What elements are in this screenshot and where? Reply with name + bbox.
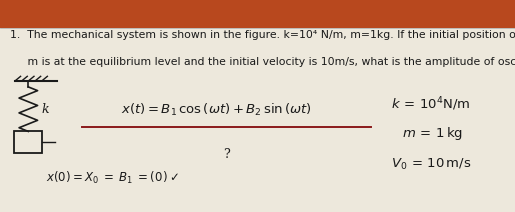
Bar: [0, 0, 515, 28]
Text: $k\,{=}\,10^4\mathrm{N/m}$: $k\,{=}\,10^4\mathrm{N/m}$: [391, 95, 471, 113]
Text: $m\,{=}\,1\,\mathrm{kg}$: $m\,{=}\,1\,\mathrm{kg}$: [402, 125, 462, 142]
Text: k: k: [41, 103, 49, 116]
Text: $V_0\,{=}\,10\,\mathrm{m/s}$: $V_0\,{=}\,10\,\mathrm{m/s}$: [391, 157, 472, 172]
Text: 1.  The mechanical system is shown in the figure. k=10⁴ N/m, m=1kg. If the initi: 1. The mechanical system is shown in the…: [10, 30, 515, 40]
Text: $x(0){=}X_0\;=\;B_1\;{=}(0)\;\checkmark$: $x(0){=}X_0\;=\;B_1\;{=}(0)\;\checkmark$: [46, 170, 180, 186]
Text: m is at the equilibrium level and the initial velocity is 10m/s, what is the amp: m is at the equilibrium level and the in…: [10, 57, 515, 67]
Text: $x(t)= B_1\,\mathrm{cos}\,({\omega}t) + B_2\,\mathrm{sin}\,({\omega}t)$: $x(t)= B_1\,\mathrm{cos}\,({\omega}t) + …: [121, 102, 312, 118]
Text: ?: ?: [223, 148, 230, 161]
